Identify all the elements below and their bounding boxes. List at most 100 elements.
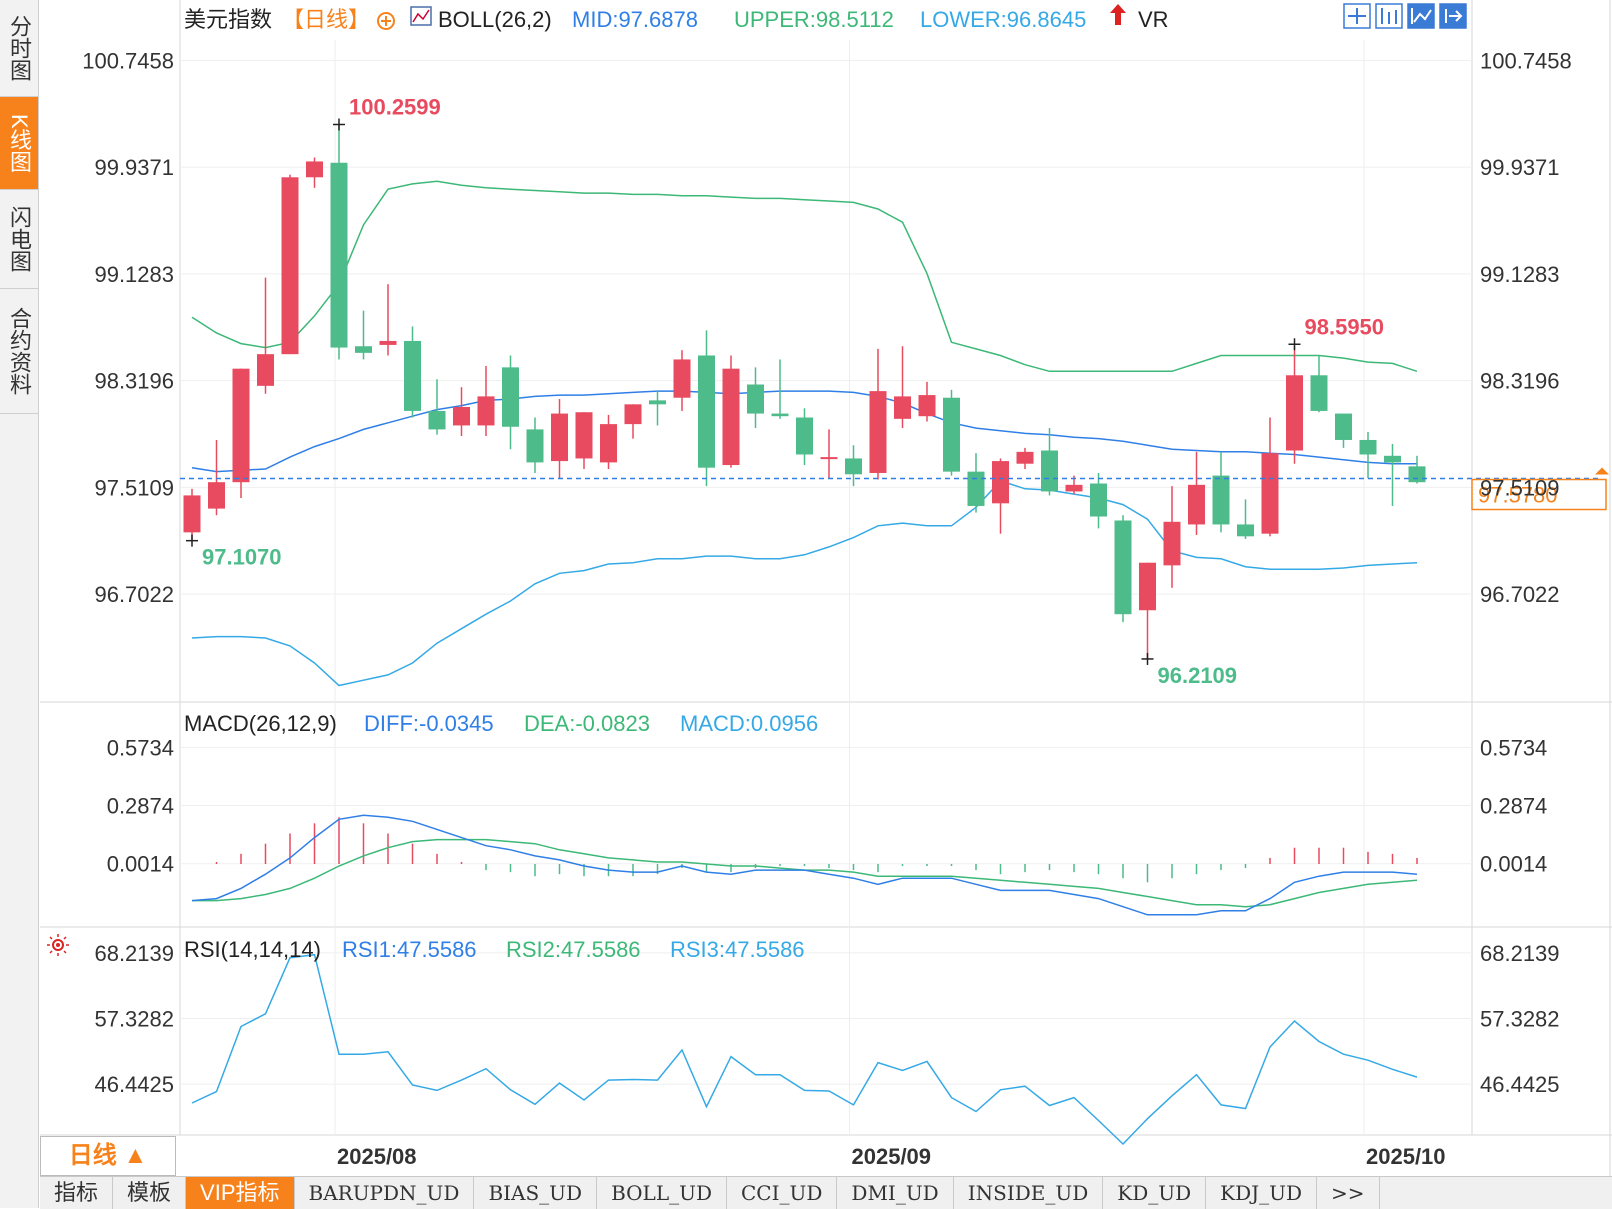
x-tick-label: 2025/08 <box>337 1144 417 1169</box>
view-sidebar: 分时图 K线图 闪电图 合约资料 <box>0 0 39 1208</box>
macd-dea: DEA:-0.0823 <box>524 711 650 736</box>
candle-body <box>967 471 985 506</box>
rsi3-value: RSI3:47.5586 <box>670 937 805 962</box>
main-legend: 美元指数 【日线】 BOLL(26,2) MID:97.6878 UPPER:9… <box>184 4 1169 32</box>
candle-body <box>649 400 666 405</box>
macd-y-tick-left: 0.5734 <box>107 735 174 760</box>
rsi-y-tick-right: 57.3282 <box>1480 1006 1560 1031</box>
candle-body <box>722 368 740 466</box>
tab-boll-ud[interactable]: BOLL_UD <box>597 1177 727 1209</box>
candle-body <box>257 354 274 386</box>
candle-body <box>453 406 470 426</box>
export-icon[interactable] <box>1439 3 1467 29</box>
candle-body <box>1384 455 1401 463</box>
rsi-y-tick-left: 68.2139 <box>94 941 174 966</box>
candle-body <box>1310 375 1328 411</box>
extreme-label: 100.2599 <box>349 94 441 119</box>
arrow-up-icon[interactable] <box>1110 4 1126 25</box>
macd-diff-line <box>191 814 1418 916</box>
grid-lines <box>180 40 1472 1135</box>
candlestick-plot[interactable]: 97.5780 100.2599 97.1070 98.5950 96.2109 <box>180 94 1609 688</box>
macd-y-tick-left: 0.2874 <box>107 794 174 819</box>
y-tick-right: 96.7022 <box>1480 582 1560 607</box>
candle-body <box>575 412 593 459</box>
macd-dea-line <box>192 838 1418 908</box>
x-tick-label: 2025/09 <box>852 1144 932 1169</box>
vr-indicator[interactable]: VR <box>1138 7 1169 32</box>
candle-body <box>355 346 372 353</box>
tab-dmi-ud[interactable]: DMI_UD <box>837 1177 954 1209</box>
extreme-label: 97.1070 <box>202 545 282 570</box>
rsi1-value: RSI1:47.5586 <box>342 937 477 962</box>
rsi2-value: RSI2:47.5586 <box>506 937 641 962</box>
candle-body <box>1237 524 1254 537</box>
tab-flash[interactable]: 闪电图 <box>0 190 38 289</box>
candle-body <box>306 161 323 178</box>
tab-flash-label: 闪电图 <box>7 206 32 272</box>
candle-body <box>1114 520 1132 615</box>
sun-icon[interactable] <box>47 934 69 956</box>
candle-body <box>1090 483 1107 517</box>
tab-inside-ud[interactable]: INSIDE_UD <box>954 1177 1104 1209</box>
y-tick-left: 97.5109 <box>94 475 174 500</box>
macd-value: MACD:0.0956 <box>680 711 818 736</box>
bar-chart-icon[interactable] <box>1375 3 1403 29</box>
candle-body <box>502 367 519 427</box>
x-tick-label: 2025/10 <box>1366 1144 1446 1169</box>
tab-vip-indicators[interactable]: VIP指标 <box>186 1177 295 1209</box>
tab-templates[interactable]: 模板 <box>113 1177 187 1209</box>
price-marker-icon <box>1595 467 1609 475</box>
macd-plot[interactable] <box>191 814 1418 916</box>
candle-body <box>673 359 691 398</box>
axis-labels: 100.7458 100.7458 99.9371 99.9371 99.1283 99.… <box>82 48 1572 1169</box>
trend-chart-icon[interactable] <box>1407 3 1435 29</box>
tab-barupdn-ud[interactable]: BARUPDN_UD <box>295 1177 475 1209</box>
period-selector[interactable]: 日线 ▲ <box>40 1136 176 1176</box>
candle-body <box>894 396 911 419</box>
macd-y-tick-left: 0.0014 <box>107 852 174 877</box>
rsi-y-tick-left: 57.3282 <box>94 1006 174 1031</box>
tab-contract-info-label: 合约资料 <box>7 307 32 395</box>
indicator-icon[interactable] <box>410 6 432 26</box>
rsi-y-tick-right: 68.2139 <box>1480 941 1560 966</box>
candle-body <box>1188 484 1205 525</box>
tab-kline[interactable]: K线图 <box>0 97 38 190</box>
tab-contract-info[interactable]: 合约资料 <box>0 289 38 414</box>
tab-time-sharing[interactable]: 分时图 <box>0 0 38 97</box>
rsi-y-tick-left: 46.4425 <box>94 1072 174 1097</box>
candle-body <box>232 368 250 483</box>
macd-legend: MACD(26,12,9) DIFF:-0.0345 DEA:-0.0823 M… <box>184 711 818 736</box>
candle-body <box>1286 375 1303 451</box>
y-tick-right: 97.5109 <box>1480 475 1560 500</box>
macd-diff: DIFF:-0.0345 <box>364 711 494 736</box>
candle-body <box>698 355 715 468</box>
macd-y-tick-right: 0.2874 <box>1480 794 1547 819</box>
y-tick-left: 96.7022 <box>94 582 174 607</box>
tab-more[interactable]: >> <box>1317 1177 1380 1209</box>
tab-bias-ud[interactable]: BIAS_UD <box>474 1177 598 1209</box>
tab-cci-ud[interactable]: CCI_UD <box>727 1177 838 1209</box>
y-tick-left: 100.7458 <box>82 48 174 73</box>
candle-body <box>747 384 764 414</box>
candle-body <box>869 391 887 473</box>
candle-body <box>183 495 201 533</box>
crosshair-icon[interactable] <box>1343 3 1371 29</box>
candle-body <box>477 396 495 426</box>
tab-indicators[interactable]: 指标 <box>40 1177 114 1209</box>
boll-upper-line <box>191 180 1418 373</box>
tab-kdj-ud[interactable]: KDJ_UD <box>1206 1177 1318 1209</box>
candle-body <box>208 482 225 509</box>
settings-icon[interactable] <box>377 12 395 30</box>
tab-kline-label: K线图 <box>7 113 32 173</box>
candle-body <box>1408 466 1426 483</box>
candle-body <box>404 340 421 411</box>
rsi-plot[interactable] <box>191 953 1418 1146</box>
extreme-label: 98.5950 <box>1305 314 1385 339</box>
rsi-line <box>191 953 1418 1146</box>
period-label: 【日线】 <box>282 7 370 32</box>
candle-body <box>551 413 568 462</box>
indicator-tab-bar: 指标 模板 VIP指标 BARUPDN_UD BIAS_UD BOLL_UD C… <box>40 1176 1612 1209</box>
candle-body <box>1212 475 1230 525</box>
tab-kd-ud[interactable]: KD_UD <box>1103 1177 1207 1209</box>
chart-area[interactable]: 美元指数 【日线】 BOLL(26,2) MID:97.6878 UPPER:9… <box>0 0 1612 1176</box>
